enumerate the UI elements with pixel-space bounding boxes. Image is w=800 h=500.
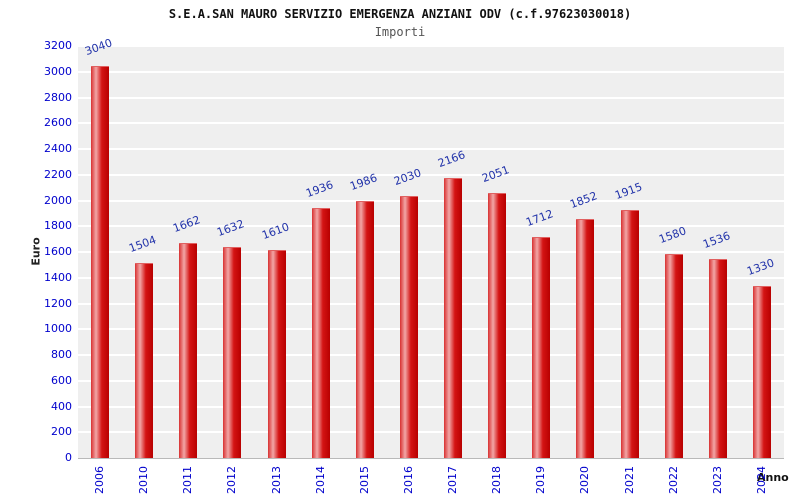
y-tick-label: 2800 [44,90,72,104]
gridline [78,302,784,305]
gridline [78,148,784,150]
gridline [78,251,784,253]
gridline [78,431,784,434]
y-tick-label: 1400 [44,270,72,284]
x-tick-label: 2015 [357,466,371,494]
bar [444,178,463,458]
x-tick-label: 2013 [269,466,283,494]
bar [355,201,374,458]
bar [179,243,198,458]
x-tick-label: 2019 [534,466,548,494]
y-tick-label: 1200 [44,296,72,310]
plot-area [78,45,784,459]
y-tick-label: 2000 [44,193,72,207]
gridline [78,96,784,99]
x-tick-label: 2016 [401,466,415,494]
bar [620,210,639,458]
bar [532,236,551,458]
x-axis-label: Anno [757,471,789,484]
gridline [78,199,784,202]
x-tick-label: 2010 [137,466,151,494]
bar [311,207,330,458]
x-tick-label: 2024 [754,466,768,494]
y-tick-label: 800 [51,348,72,361]
x-tick-label: 2012 [225,466,239,494]
x-tick-label: 2018 [490,466,504,494]
x-tick-label: 2023 [710,466,724,494]
gridline [78,45,784,47]
y-tick-label: 1000 [44,322,72,336]
gridline [78,354,784,356]
x-tick-label: 2021 [622,466,636,494]
bar [488,192,507,458]
y-tick-label: 1800 [44,219,72,233]
gridline [78,70,784,73]
bar [135,263,154,458]
gridline [78,122,784,125]
y-tick-label: 2400 [44,142,72,155]
y-tick-label: 200 [51,425,72,439]
bar [576,218,595,458]
x-tick-label: 2011 [181,466,195,494]
chart-subtitle: Importi [374,25,426,39]
gridline [78,276,784,279]
gridline [78,173,784,176]
x-tick-label: 2006 [93,466,107,494]
x-tick-label: 2017 [446,466,460,494]
bar [752,285,771,458]
bar [267,249,286,458]
y-tick-label: 2600 [44,116,72,130]
gridline [78,328,784,331]
gridline [78,405,784,408]
y-tick-label: 3200 [44,39,72,52]
x-tick-label: 2014 [313,466,327,494]
bar [223,246,242,458]
chart-title: S.E.A.SAN MAURO SERVIZIO EMERGENZA ANZIA… [168,7,632,21]
y-tick-label: 2200 [44,167,72,181]
gridline [78,379,784,382]
bar [399,195,418,458]
y-tick-label: 400 [51,399,72,413]
y-tick-label: 1600 [44,245,72,258]
x-tick-label: 2022 [666,466,680,494]
y-tick-label: 600 [51,373,72,387]
bar [91,65,110,458]
y-tick-label: 0 [65,451,72,464]
bar [664,253,683,458]
gridline [78,225,784,228]
y-tick-label: 3000 [44,64,72,78]
x-tick-label: 2020 [578,466,592,494]
bar [708,259,727,458]
